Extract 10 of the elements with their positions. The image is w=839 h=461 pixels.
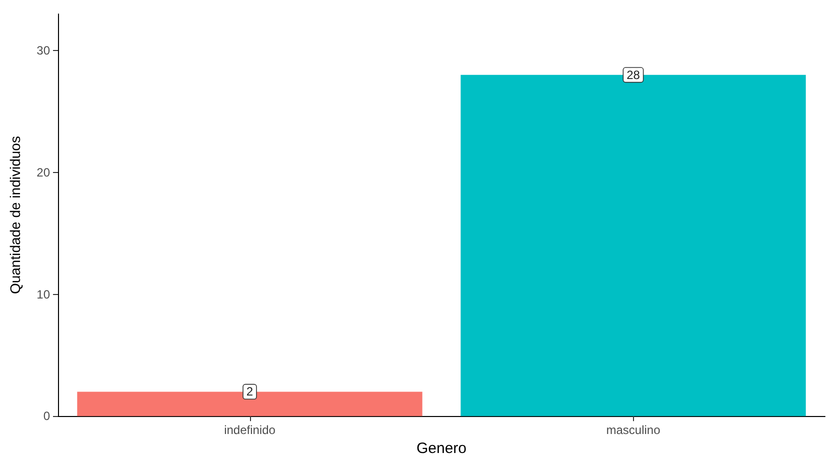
data-label: 28 <box>626 68 640 82</box>
data-label: 2 <box>246 384 254 399</box>
y-tick-label: 30 <box>36 44 50 58</box>
x-tick-label: masculino <box>606 423 661 438</box>
x-axis-title: Genero <box>416 440 467 457</box>
y-tick-label: 10 <box>36 287 50 302</box>
y-axis-title: Quantidade de individuos <box>7 136 23 294</box>
y-tick-label: 20 <box>36 165 50 180</box>
y-tick-label: 0 <box>43 409 50 424</box>
x-tick-label: indefinido <box>224 423 276 438</box>
